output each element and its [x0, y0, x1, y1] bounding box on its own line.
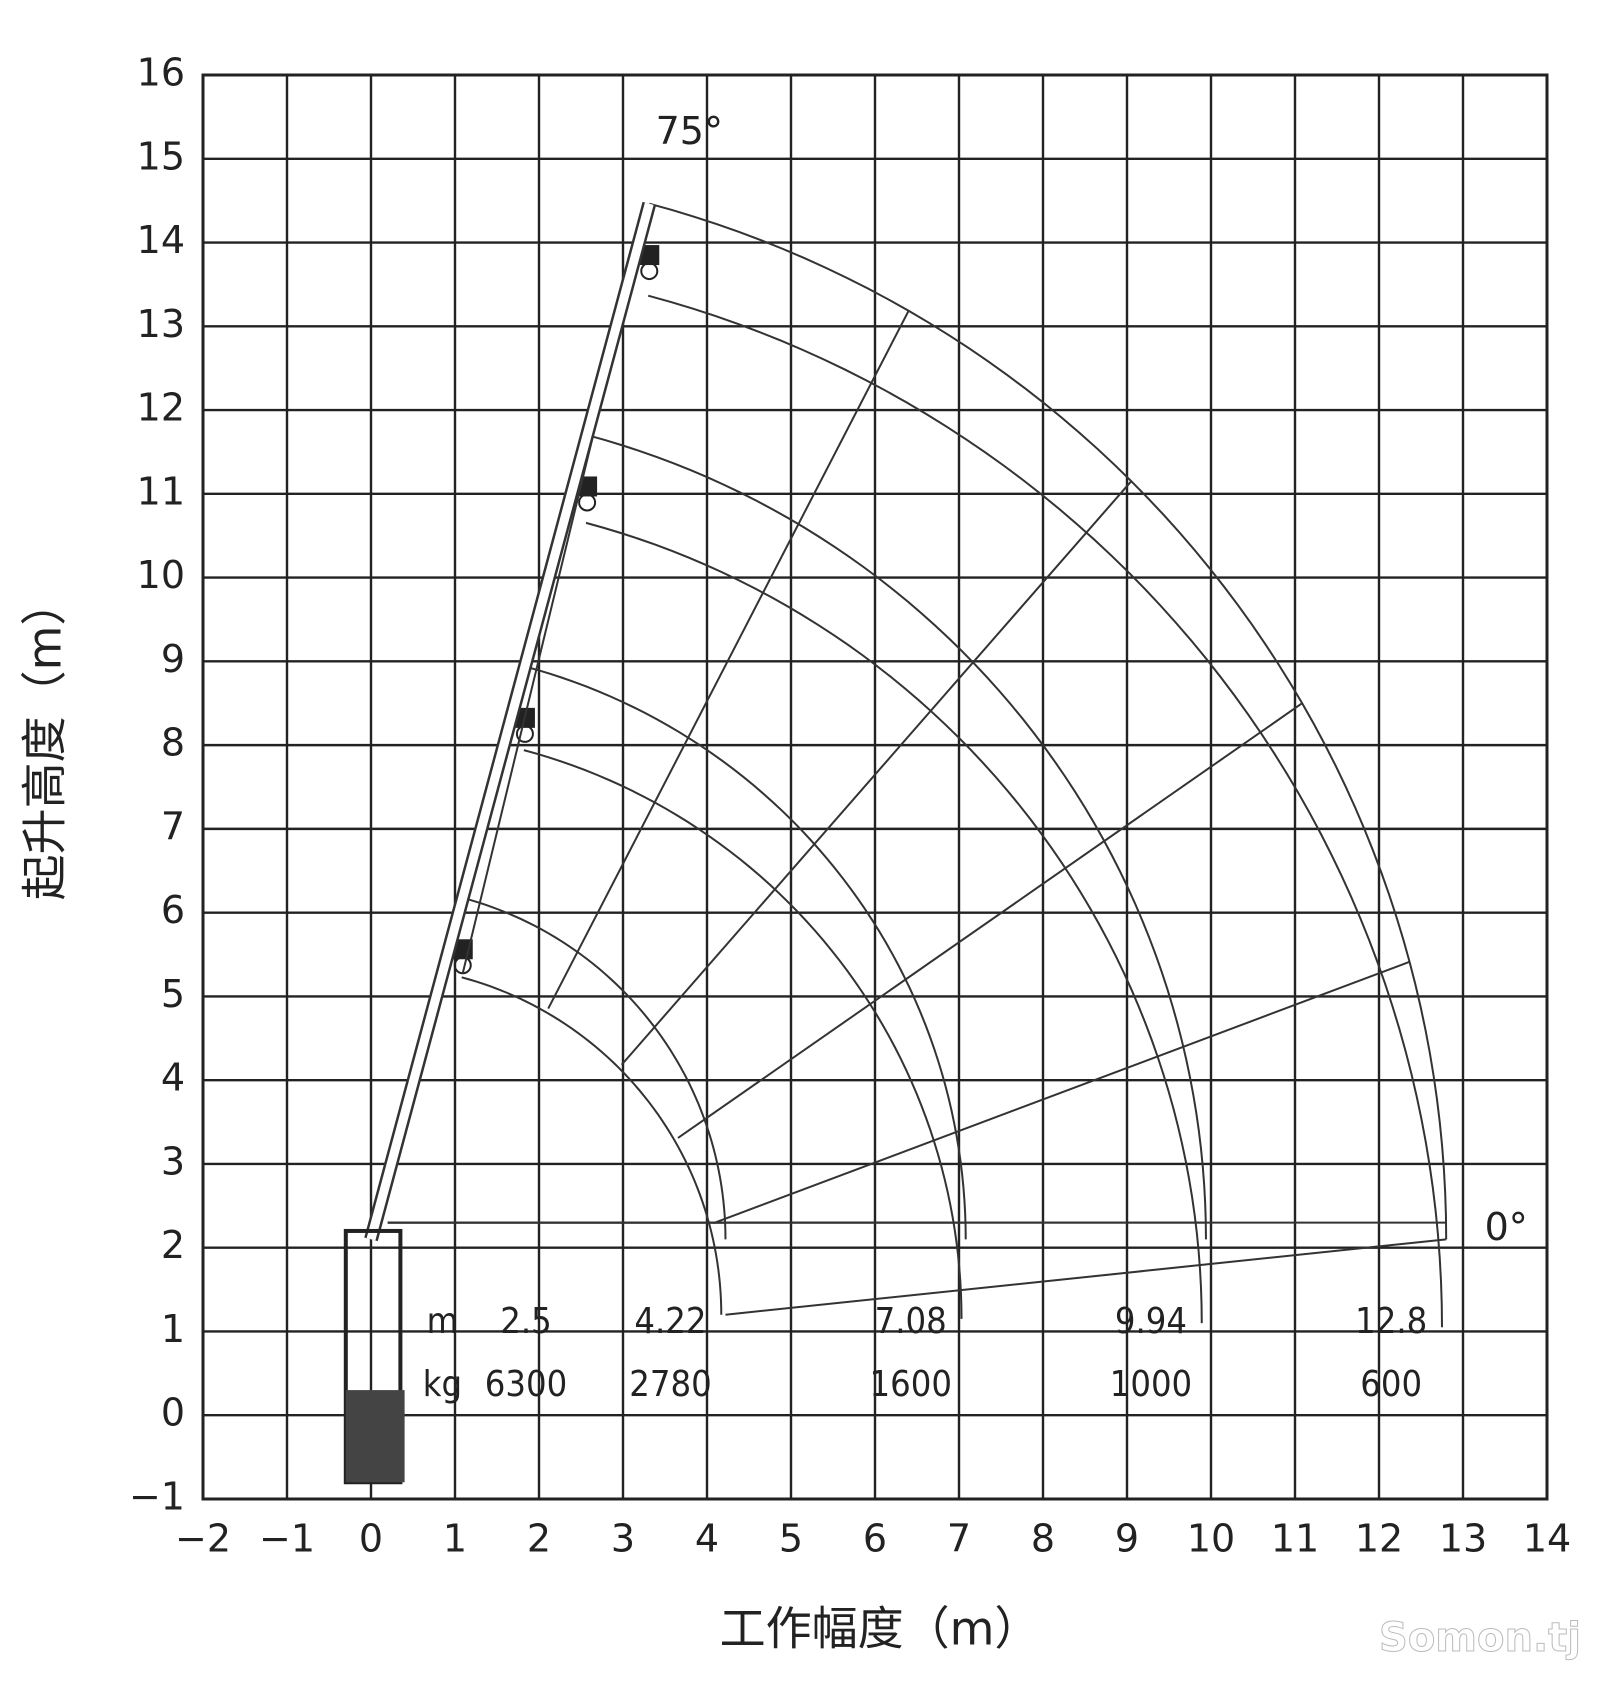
y-tick-label: 10: [137, 553, 185, 597]
radial-line: [725, 1238, 1447, 1316]
x-tick-label: 13: [1439, 1517, 1487, 1561]
x-tick-label: 9: [1115, 1517, 1139, 1561]
radial-line: [677, 702, 1303, 1139]
boom-tip-arc: [524, 665, 967, 1240]
y-tick-label: 15: [137, 134, 185, 178]
x-tick-label: 3: [611, 1517, 635, 1561]
y-tick-label: 14: [137, 218, 185, 262]
hook-arc: [647, 294, 1443, 1328]
load-label: 1000: [1110, 1364, 1192, 1405]
x-tick-label: −1: [259, 1517, 315, 1561]
y-tick-label: 5: [161, 972, 185, 1016]
radial-line: [547, 310, 910, 1010]
x-tick-label: 6: [863, 1517, 887, 1561]
hook-arc: [461, 976, 723, 1315]
load-label: 6300: [485, 1364, 567, 1405]
table-row-label: kg: [423, 1364, 462, 1405]
angle-label: 0°: [1485, 1205, 1528, 1249]
y-tick-label: 8: [161, 721, 185, 765]
hook-ring: [515, 724, 534, 743]
x-tick-label: 8: [1031, 1517, 1055, 1561]
boom-tip-arc: [586, 434, 1207, 1240]
radial-line: [713, 960, 1410, 1225]
y-tick-label: 11: [137, 469, 185, 513]
radius-label: 2.5: [500, 1301, 552, 1342]
y-tick-label: −1: [129, 1475, 185, 1519]
x-tick-label: 0: [359, 1517, 383, 1561]
y-tick-label: 6: [161, 888, 185, 932]
x-tick-label: 2: [527, 1517, 551, 1561]
x-axis-title: 工作幅度（m）: [720, 1602, 1041, 1656]
y-tick-label: 4: [161, 1056, 185, 1100]
y-tick-label: 0: [161, 1391, 185, 1435]
hook-ring: [640, 262, 659, 281]
x-tick-label: 5: [779, 1517, 803, 1561]
plot-border: [201, 73, 1549, 1501]
hook-arc: [585, 521, 1203, 1324]
x-tick-label: 14: [1523, 1517, 1571, 1561]
radial-line: [620, 480, 1133, 1066]
watermark: Somon.tj: [1379, 1615, 1581, 1661]
hook: [639, 245, 660, 266]
x-tick-label: 4: [695, 1517, 719, 1561]
hook-arc: [523, 749, 963, 1319]
y-axis-title: 起升高度（m）: [18, 580, 72, 901]
load-label: 2780: [629, 1364, 711, 1405]
y-tick-label: 9: [161, 637, 185, 681]
radius-label: 7.08: [875, 1301, 947, 1342]
angle-label: 75°: [656, 109, 723, 153]
x-tick-label: 1: [443, 1517, 467, 1561]
y-tick-label: 12: [137, 386, 185, 430]
radius-label: 9.94: [1115, 1301, 1187, 1342]
boom-tip-arc: [649, 202, 1448, 1240]
y-tick-label: 1: [161, 1307, 185, 1351]
x-tick-label: 11: [1271, 1517, 1319, 1561]
y-tick-label: 7: [161, 804, 185, 848]
x-tick-label: −2: [175, 1517, 231, 1561]
boom-tip-arc: [462, 896, 727, 1240]
y-tick-label: 3: [161, 1139, 185, 1183]
x-tick-label: 10: [1187, 1517, 1235, 1561]
radius-label: 12.8: [1355, 1301, 1427, 1342]
y-tick-label: 2: [161, 1223, 185, 1267]
x-tick-label: 12: [1355, 1517, 1403, 1561]
crane-base: [345, 1390, 405, 1483]
radius-label: 4.22: [634, 1301, 706, 1342]
load-label: 600: [1360, 1364, 1422, 1405]
x-tick-label: 7: [947, 1517, 971, 1561]
load-label: 1600: [870, 1364, 952, 1405]
y-tick-label: 13: [137, 302, 185, 346]
y-tick-label: 16: [137, 51, 185, 95]
table-row-label: m: [427, 1301, 459, 1342]
boom-inner: [366, 202, 654, 1241]
hook-ring: [578, 493, 597, 512]
